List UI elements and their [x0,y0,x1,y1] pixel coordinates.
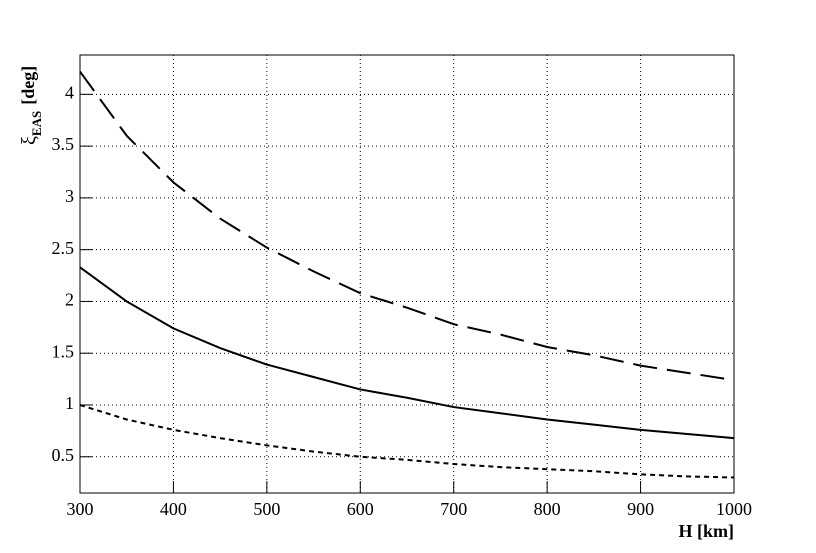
x-tick-label: 300 [67,499,94,519]
x-tick-label: 600 [347,499,374,519]
data-line [79,266,735,440]
x-tick-label: 700 [440,499,467,519]
y-axis-label: ξEAS [deg] [18,66,44,145]
x-axis-label: H [km] [679,521,735,541]
y-tick-label: 1 [65,393,74,413]
x-tick-label: 800 [534,499,561,519]
data-line [79,404,735,479]
x-tick-label: 500 [253,499,280,519]
y-label-symbol: ξ [18,136,40,145]
data-line [79,70,735,382]
x-tick-label: 1000 [716,499,752,519]
y-tick-label: 1.5 [52,341,75,361]
plot-frame [79,54,735,494]
y-tick-label: 0.5 [52,445,75,465]
y-label-subscript: EAS [29,111,44,136]
y-tick-label: 3.5 [52,134,75,154]
y-tick-label: 2 [65,290,74,310]
y-tick-label: 3 [65,186,74,206]
x-tick-label: 400 [160,499,187,519]
x-tick-label: 900 [627,499,654,519]
y-tick-label: 2.5 [52,238,75,258]
y-tick-label: 4 [65,82,74,102]
y-label-unit: [deg] [18,66,38,105]
